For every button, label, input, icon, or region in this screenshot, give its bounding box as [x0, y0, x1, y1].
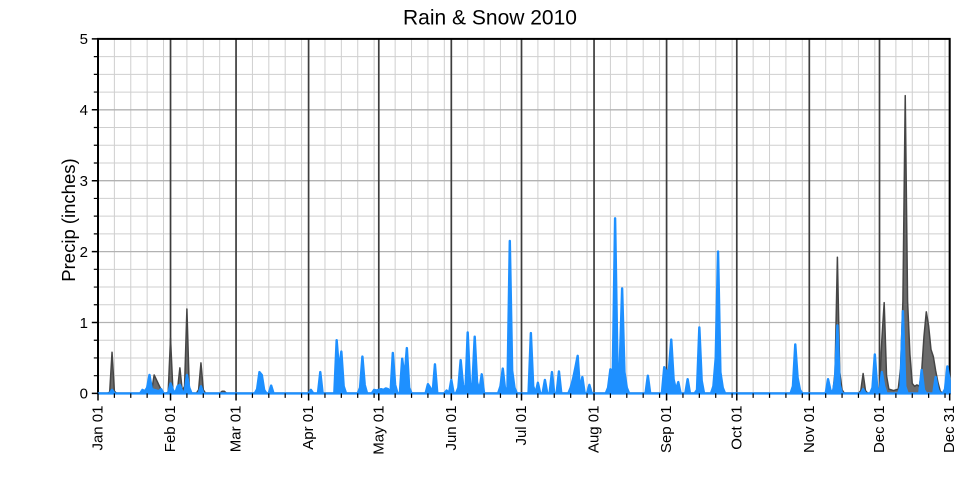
svg-text:Oct 01: Oct 01	[728, 406, 745, 450]
svg-text:Apr 01: Apr 01	[300, 406, 317, 450]
svg-text:3: 3	[80, 173, 88, 190]
svg-text:1: 1	[80, 315, 88, 332]
svg-text:Mar 01: Mar 01	[228, 406, 245, 453]
svg-text:Feb 01: Feb 01	[162, 406, 179, 453]
svg-text:Jan 01: Jan 01	[90, 406, 107, 451]
svg-text:Sep 01: Sep 01	[658, 406, 675, 454]
svg-text:Dec 31: Dec 31	[941, 406, 958, 454]
svg-text:Nov 01: Nov 01	[801, 406, 818, 454]
svg-text:2: 2	[80, 244, 88, 261]
svg-text:Precip (inches): Precip (inches)	[58, 158, 79, 281]
svg-text:4: 4	[80, 102, 88, 119]
svg-text:Jun 01: Jun 01	[443, 406, 460, 451]
svg-text:Dec 01: Dec 01	[871, 406, 888, 454]
svg-text:Jul 01: Jul 01	[513, 406, 530, 446]
svg-text:0: 0	[80, 386, 88, 403]
svg-text:Rain & Snow 2010: Rain & Snow 2010	[403, 7, 577, 30]
svg-text:5: 5	[80, 31, 88, 48]
svg-text:May 01: May 01	[370, 406, 387, 455]
svg-text:Aug 01: Aug 01	[586, 406, 603, 454]
